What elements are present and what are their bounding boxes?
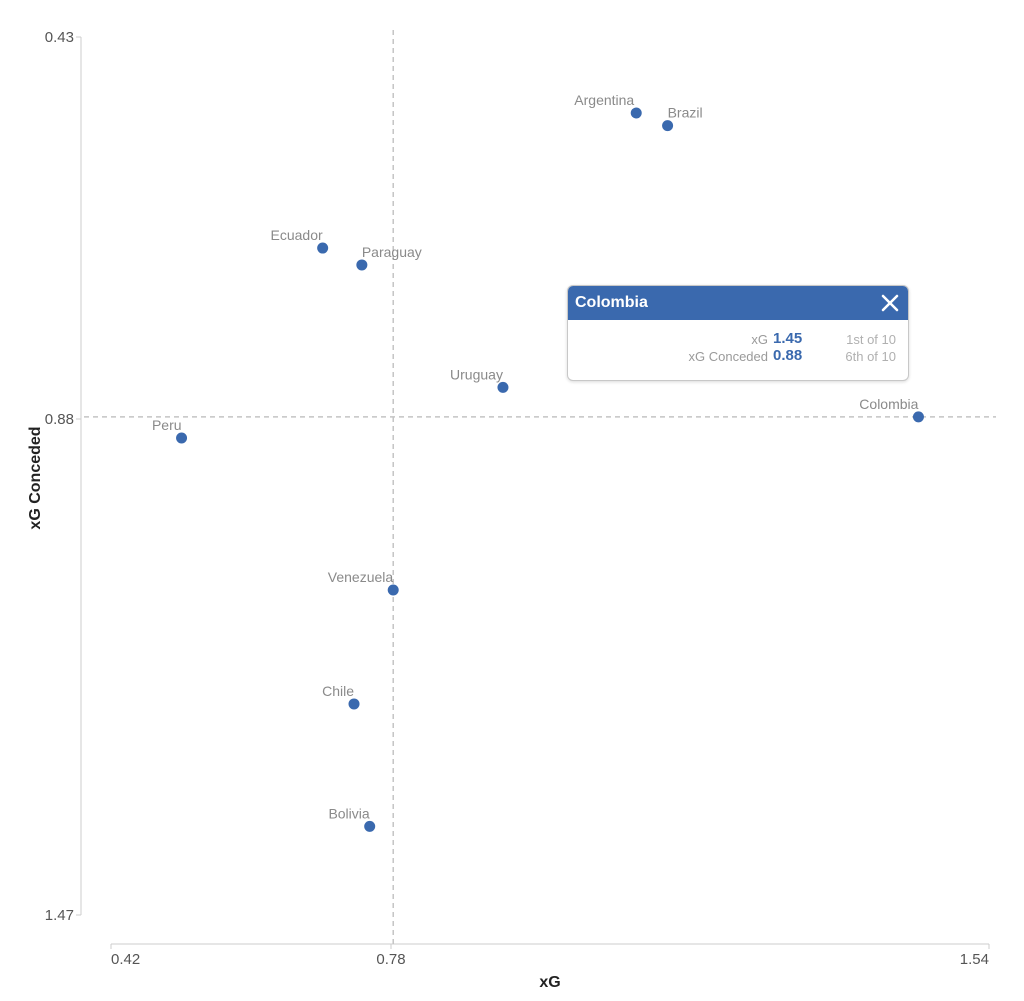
y-axis-title: xG Conceded — [27, 426, 44, 529]
point-label-venezuela: Venezuela — [328, 569, 394, 585]
tooltip-title: Colombia — [575, 294, 648, 311]
tooltip-row-value: 0.88 — [773, 347, 803, 364]
point-label-argentina: Argentina — [574, 92, 634, 108]
tooltip-row-rank: 1st of 10 — [846, 332, 896, 347]
point-paraguay[interactable] — [356, 259, 368, 271]
x-tick-label-mid: 0.78 — [376, 951, 405, 968]
y-tick-label-mid: 0.88 — [45, 411, 74, 428]
tooltip-header: Colombia — [568, 286, 908, 320]
point-peru[interactable] — [176, 432, 188, 444]
point-label-paraguay: Paraguay — [362, 244, 422, 260]
point-label-uruguay: Uruguay — [450, 366, 503, 382]
points-layer: Argentina Brazil Ecuador Paraguay Uruguay Col… — [152, 92, 924, 832]
point-label-colombia: Colombia — [859, 396, 918, 412]
point-venezuela[interactable] — [387, 584, 399, 596]
tooltip-row-value: 1.45 — [773, 330, 803, 347]
x-axis-title: xG — [539, 974, 560, 991]
y-tick-label-top: 0.43 — [45, 29, 74, 46]
point-label-brazil: Brazil — [668, 105, 703, 121]
y-tick-label-bottom: 1.47 — [45, 907, 74, 924]
point-colombia[interactable] — [912, 411, 924, 423]
tooltip-row-xg: xG 1.45 1st of 10 — [568, 330, 908, 348]
tooltip-row-rank: 6th of 10 — [845, 349, 896, 364]
point-label-ecuador: Ecuador — [271, 227, 323, 243]
point-uruguay[interactable] — [497, 381, 509, 393]
point-label-chile: Chile — [322, 683, 354, 699]
point-label-bolivia: Bolivia — [328, 805, 369, 821]
tooltip-row-label: xG — [751, 332, 768, 347]
tooltip-card: Colombia xG 1.45 1st of 10 xG Conceded 0… — [567, 285, 909, 381]
point-ecuador[interactable] — [317, 242, 329, 254]
point-bolivia[interactable] — [364, 820, 376, 832]
tooltip-row-xg-conceded: xG Conceded 0.88 6th of 10 — [568, 347, 908, 365]
tooltip-row-label: xG Conceded — [688, 349, 769, 364]
x-tick-label-right: 1.54 — [960, 951, 989, 968]
close-icon[interactable] — [878, 291, 902, 315]
point-chile[interactable] — [348, 698, 360, 710]
point-label-peru: Peru — [152, 417, 182, 433]
x-tick-label-left: 0.42 — [111, 951, 140, 968]
point-argentina[interactable] — [630, 107, 642, 119]
point-brazil[interactable] — [662, 120, 674, 132]
